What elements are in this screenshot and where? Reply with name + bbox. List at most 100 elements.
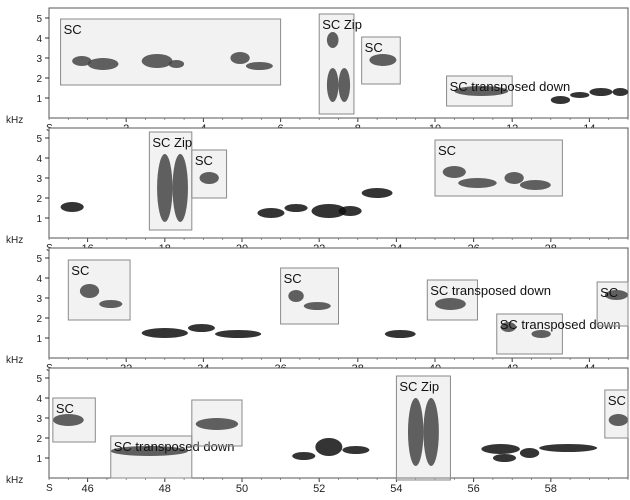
call-mark <box>338 68 351 102</box>
annotation-label: SC <box>64 22 82 37</box>
call-mark <box>72 56 92 66</box>
call-mark <box>608 414 628 426</box>
y-tick-label: 4 <box>36 394 42 405</box>
plot-frame-4 <box>48 367 629 479</box>
call-mark <box>492 454 517 462</box>
call-mark <box>604 290 628 300</box>
annotation-label: SC transposed down <box>430 283 551 298</box>
call-mark <box>326 68 339 102</box>
annotation-label: SC <box>365 40 383 55</box>
annotation-label: SC <box>56 401 74 416</box>
annotation-box <box>446 75 513 107</box>
y-unit-label: kHz <box>6 355 23 366</box>
call-mark <box>504 172 524 184</box>
call-mark <box>245 62 273 70</box>
annotation-label: SC <box>600 285 618 300</box>
call-mark <box>187 324 215 332</box>
call-mark <box>342 446 370 454</box>
y-tick-label: 3 <box>36 54 42 65</box>
annotation-box <box>52 397 96 443</box>
call-mark <box>157 154 173 222</box>
call-mark <box>326 32 339 48</box>
annotation-box <box>280 267 340 325</box>
call-mark <box>519 448 540 458</box>
call-mark <box>257 208 285 218</box>
call-mark <box>303 302 331 310</box>
call-mark <box>199 172 219 184</box>
annotation-label: SC transposed down <box>450 79 571 94</box>
annotation-label: SC transposed down <box>114 439 235 454</box>
y-tick-label: 1 <box>36 334 42 345</box>
call-mark <box>311 204 347 218</box>
y-tick-label: 5 <box>36 14 42 25</box>
annotation-box <box>434 139 563 197</box>
y-tick-label: 5 <box>36 374 42 385</box>
y-tick-label: 1 <box>36 214 42 225</box>
annotation-box <box>361 36 401 85</box>
x-tick-label: 58 <box>545 483 557 495</box>
x-tick-label: 56 <box>467 483 479 495</box>
y-tick-label: 2 <box>36 314 42 325</box>
call-mark <box>288 290 304 302</box>
y-tick-label: 2 <box>36 194 42 205</box>
annotation-box <box>318 13 355 115</box>
annotation-label: SC Zip <box>399 379 439 394</box>
call-mark <box>550 96 571 104</box>
y-tick-label: 1 <box>36 94 42 105</box>
y-tick-label: 5 <box>36 254 42 265</box>
y-unit-label: kHz <box>6 475 23 486</box>
annotation-box <box>67 259 131 321</box>
annotation-box <box>604 389 629 439</box>
y-tick-label: 3 <box>36 294 42 305</box>
y-tick-label: 3 <box>36 414 42 425</box>
call-mark <box>454 86 509 96</box>
call-mark <box>423 398 439 466</box>
annotation-box <box>596 281 629 327</box>
call-mark <box>214 330 262 338</box>
annotation-label: SC transposed down <box>500 317 621 332</box>
annotation-label: SC <box>438 143 456 158</box>
annotation-box <box>496 313 563 355</box>
call-mark <box>407 398 424 466</box>
annotation-box <box>395 375 451 481</box>
annotation-label: SC Zip <box>322 17 362 32</box>
call-mark <box>110 446 188 456</box>
call-mark <box>539 444 598 452</box>
call-mark <box>519 180 551 190</box>
call-mark <box>79 284 100 298</box>
call-mark <box>60 202 84 212</box>
annotation-label: SC Zip <box>152 135 192 150</box>
call-mark <box>52 414 84 426</box>
call-mark <box>435 298 466 310</box>
call-mark <box>172 154 188 222</box>
call-mark <box>500 322 517 332</box>
call-mark <box>141 54 173 68</box>
call-mark <box>442 166 466 178</box>
y-tick-label: 2 <box>36 74 42 85</box>
y-tick-label: 4 <box>36 34 42 45</box>
call-mark <box>195 418 239 430</box>
annotation-label: SC <box>195 153 213 168</box>
annotation-box <box>191 399 243 447</box>
call-mark <box>384 330 416 338</box>
call-mark <box>292 452 316 460</box>
call-mark <box>369 54 397 66</box>
call-mark <box>481 444 520 454</box>
call-mark <box>230 52 250 64</box>
call-mark <box>141 328 188 338</box>
y-tick-label: 4 <box>36 274 42 285</box>
x-tick-label: 52 <box>313 483 325 495</box>
call-mark <box>589 88 613 96</box>
call-mark <box>99 300 123 308</box>
x-tick-label: 50 <box>236 483 248 495</box>
y-unit-label: kHz <box>6 235 23 246</box>
y-unit-label: kHz <box>6 115 23 126</box>
call-mark <box>284 204 308 212</box>
x-tick-label: 46 <box>81 483 93 495</box>
call-mark <box>361 188 393 198</box>
y-tick-label: 4 <box>36 154 42 165</box>
y-tick-label: 5 <box>36 134 42 145</box>
call-mark <box>87 58 119 70</box>
annotation-box <box>110 435 193 479</box>
